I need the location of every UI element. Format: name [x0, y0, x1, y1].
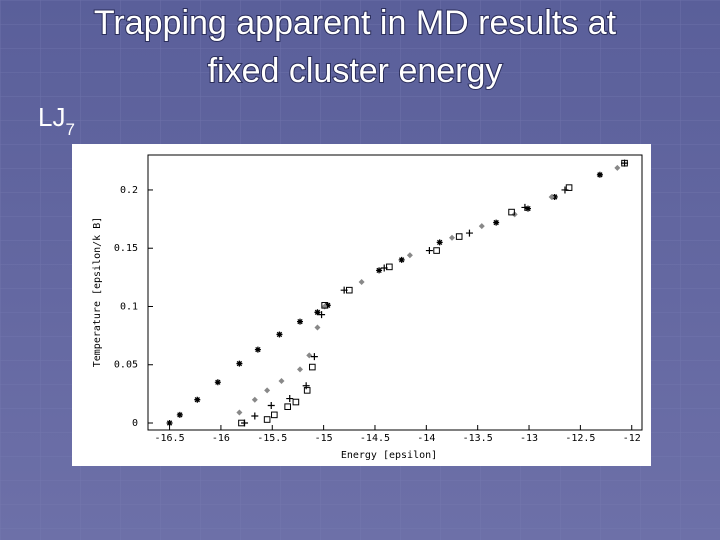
- plus-point: [465, 229, 473, 237]
- plot-area: -16.5 -16 -15.5 -15 -14.5 -14 -13.5 -13 -12.5 -12…: [114, 159, 641, 444]
- asterisk-point: [398, 256, 405, 263]
- diamond-point: [406, 252, 413, 259]
- plus-point: [286, 395, 294, 403]
- diamond-point: [278, 378, 285, 385]
- asterisk-point: [596, 171, 603, 178]
- chart-background: [72, 144, 651, 466]
- plot-frame: [147, 154, 643, 431]
- slide-title-line: Trapping apparent in MD results at: [94, 4, 617, 42]
- label-subscript: 7: [65, 120, 74, 139]
- square-point: [433, 247, 440, 254]
- asterisk-point: [436, 239, 443, 246]
- asterisk-point: [214, 379, 221, 386]
- x-tick-label: -15: [315, 433, 333, 444]
- label-main: LJ: [38, 102, 65, 132]
- asterisk-point: [376, 267, 383, 274]
- x-axis-label: Energy [epsilon]: [341, 450, 437, 461]
- y-tick-label: 0.15: [114, 243, 138, 254]
- square-point: [321, 302, 328, 309]
- asterisk-point: [525, 205, 531, 212]
- diamond-point: [548, 193, 555, 200]
- square-point: [292, 398, 300, 406]
- diamond-point: [236, 409, 243, 416]
- square-point: [309, 363, 316, 371]
- asterisk-point: [176, 411, 183, 418]
- square-point: [386, 263, 393, 271]
- plus-point: [310, 353, 318, 361]
- diamond-point: [306, 352, 313, 359]
- square-point: [238, 419, 245, 427]
- plus-point: [251, 412, 259, 420]
- x-tick-label: -15.5: [257, 433, 287, 444]
- x-tick-label: -13: [520, 433, 538, 444]
- square-point: [508, 208, 515, 216]
- diamond-point: [614, 164, 621, 171]
- y-axis-label: Temperature [epsilon/k B]: [92, 217, 103, 368]
- x-tick-label: -13.5: [463, 433, 493, 444]
- x-tick-label: -12.5: [565, 433, 595, 444]
- y-tick-label: 0.05: [114, 360, 138, 371]
- plus-point: [318, 311, 326, 319]
- x-tick-label: -16: [212, 433, 230, 444]
- diamond-point: [449, 234, 455, 241]
- diamond-point: [478, 223, 485, 230]
- y-tick-label: 0.2: [120, 185, 138, 196]
- asterisk-point: [166, 420, 173, 427]
- diamond-point: [264, 387, 271, 394]
- square-point: [455, 233, 463, 240]
- asterisk-point: [276, 331, 283, 338]
- x-tick-label: -16.5: [155, 433, 185, 444]
- asterisk-point: [194, 396, 201, 403]
- x-tick-label: -12: [623, 433, 641, 444]
- square-point: [565, 184, 573, 191]
- plus-point: [521, 203, 529, 211]
- y-tick-label: 0: [132, 418, 138, 429]
- x-tick-label: -14: [417, 433, 435, 444]
- square-point: [345, 286, 353, 294]
- asterisk-point: [551, 193, 558, 200]
- plus-point: [267, 402, 275, 410]
- square-point: [303, 387, 311, 394]
- asterisk-point: [314, 309, 321, 316]
- diamond-point: [358, 279, 365, 286]
- asterisk-point: [254, 346, 261, 353]
- diamond-point: [251, 396, 258, 403]
- square-point: [263, 416, 271, 423]
- x-tick-label: -14.5: [360, 433, 390, 444]
- slide-label: LJ7: [38, 102, 75, 139]
- y-tick-label: 0.1: [120, 301, 138, 312]
- square-point: [284, 403, 291, 410]
- asterisk-point: [297, 318, 303, 325]
- plus-point: [425, 247, 433, 255]
- diamond-point: [297, 366, 303, 373]
- asterisk-point: [493, 219, 500, 226]
- square-point: [621, 159, 628, 167]
- diamond-point: [314, 324, 321, 331]
- square-point: [271, 411, 278, 419]
- slide-title-line: fixed cluster energy: [208, 52, 503, 90]
- asterisk-point: [236, 360, 243, 367]
